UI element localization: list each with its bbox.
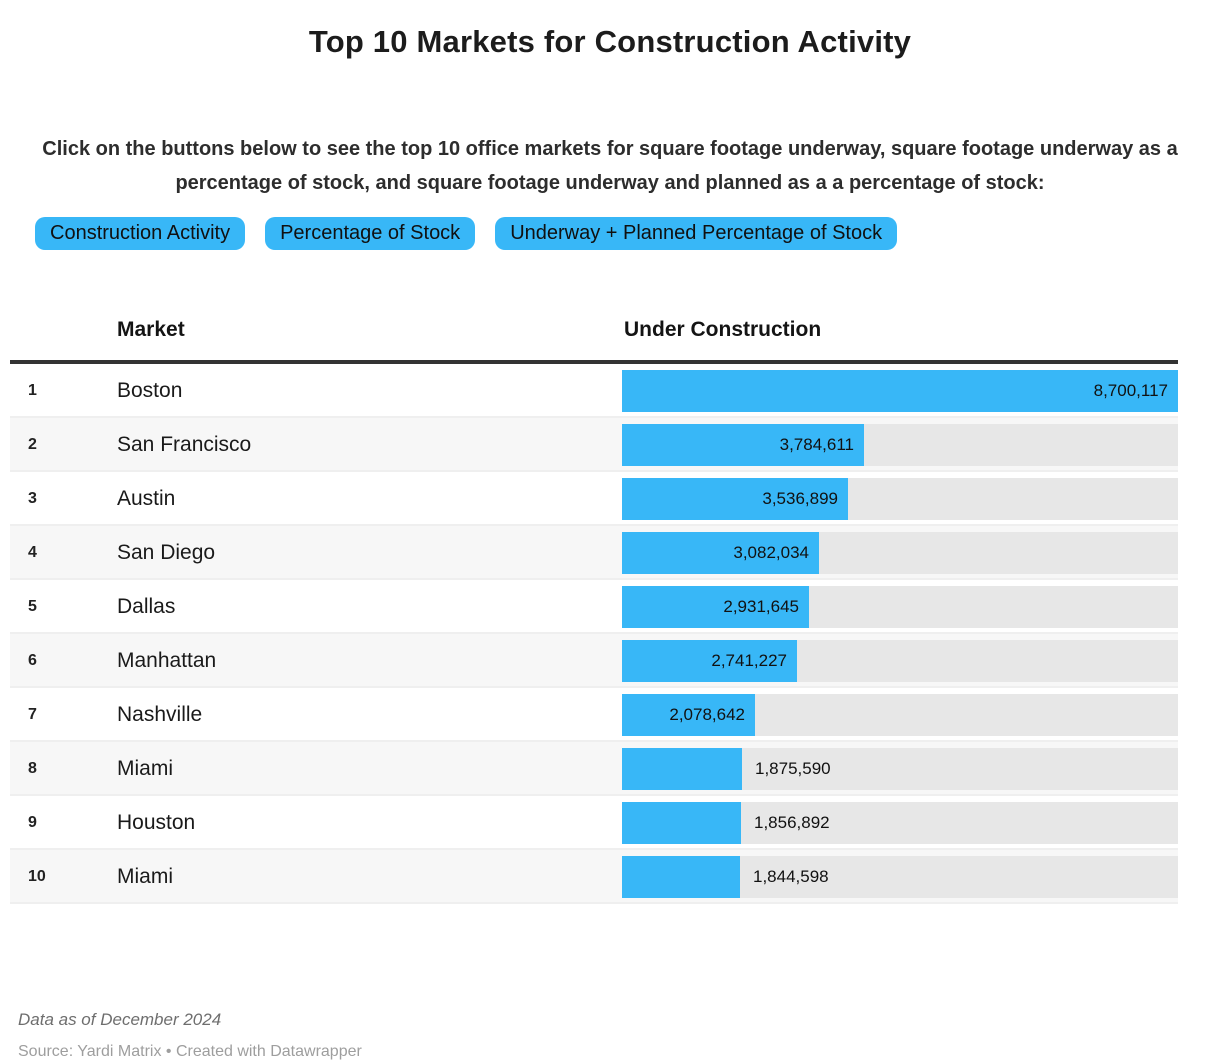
row-market-name: Boston: [117, 379, 183, 402]
row-market-name: San Diego: [117, 541, 216, 564]
table-row: 4 San Diego 3,082,034: [10, 526, 1178, 580]
table-row: 8 Miami 1,875,590: [10, 742, 1178, 796]
bar-track: 1,844,598: [622, 856, 1178, 898]
header-divider: [10, 360, 1178, 364]
bar-fill: [622, 802, 741, 844]
table-row: 5 Dallas 2,931,645: [10, 580, 1178, 634]
bar-track: 2,931,645: [622, 586, 1178, 628]
row-rank: 8: [28, 760, 37, 777]
bar-fill: [622, 478, 848, 520]
table-row: 9 Houston 1,856,892: [10, 796, 1178, 850]
page-title: Top 10 Markets for Construction Activity: [308, 24, 912, 59]
bar-fill: [622, 424, 864, 466]
chart-footer: Data as of December 2024 Source: Yardi M…: [18, 1010, 362, 1060]
bar-value-label: 3,082,034: [733, 543, 809, 562]
table-row: 3 Austin 3,536,899: [10, 472, 1178, 526]
row-market-name: Houston: [117, 811, 196, 834]
bar-fill: [622, 532, 819, 574]
row-rank: 3: [28, 490, 37, 507]
row-rank: 1: [28, 382, 37, 399]
bar-value-label: 2,741,227: [711, 651, 787, 670]
bar-fill: [622, 694, 755, 736]
bar-value-label: 1,875,590: [755, 759, 831, 778]
bar-track: 8,700,117: [622, 370, 1178, 412]
table-body: 1 Boston 8,700,117 2 San Francisco 3,784,611 3…: [10, 364, 1178, 904]
bar-fill: [622, 370, 1178, 412]
row-market-name: Austin: [117, 487, 176, 510]
button-percentage-of-stock[interactable]: Percentage of Stock: [265, 217, 476, 250]
bar-fill: [622, 856, 740, 898]
row-market-name: Miami: [117, 757, 173, 780]
row-market-name: San Francisco: [117, 433, 252, 456]
row-rank: 9: [28, 814, 37, 831]
row-market-name: Dallas: [117, 595, 176, 618]
column-header-under-construction: Under Construction: [624, 318, 822, 341]
bar-track: 2,741,227: [622, 640, 1178, 682]
chart-page: Top 10 Markets for Construction Activity…: [0, 24, 1220, 1060]
row-market-name: Manhattan: [117, 649, 217, 672]
bar-track: 1,875,590: [622, 748, 1178, 790]
markets-table: Market Under Construction 1 Boston 8,700,1…: [0, 318, 1220, 904]
bar-value-label: 8,700,117: [1093, 381, 1168, 400]
bar-fill: [622, 640, 797, 682]
intro-text: Click on the buttons below to see the to…: [42, 138, 1178, 194]
bar-track: 2,078,642: [622, 694, 1178, 736]
row-rank: 2: [28, 436, 37, 453]
table-row: 6 Manhattan 2,741,227: [10, 634, 1178, 688]
row-rank: 6: [28, 652, 37, 669]
bar-value-label: 2,931,645: [723, 597, 799, 616]
table-row: 2 San Francisco 3,784,611: [10, 418, 1178, 472]
column-header-market: Market: [117, 318, 185, 341]
table-row: 1 Boston 8,700,117: [10, 364, 1178, 418]
row-market-name: Nashville: [117, 703, 203, 726]
bar-value-label: 3,784,611: [779, 435, 854, 454]
row-market-name: Miami: [117, 865, 173, 888]
bar-track: 1,856,892: [622, 802, 1178, 844]
row-rank: 4: [28, 544, 37, 561]
data-note: Data as of December 2024: [18, 1010, 222, 1029]
bar-track: 3,536,899: [622, 478, 1178, 520]
button-underway-planned-percentage[interactable]: Underway + Planned Percentage of Stock: [495, 217, 898, 250]
button-construction-activity[interactable]: Construction Activity: [35, 217, 246, 250]
bar-fill: [622, 586, 809, 628]
table-header: Market Under Construction: [0, 318, 1220, 360]
bar-fill: [622, 748, 742, 790]
bar-value-label: 1,844,598: [753, 867, 829, 886]
table-row: 7 Nashville 2,078,642: [10, 688, 1178, 742]
bar-track: 3,082,034: [622, 532, 1178, 574]
bar-value-label: 3,536,899: [762, 489, 838, 508]
table-row: 10 Miami 1,844,598: [10, 850, 1178, 904]
row-rank: 5: [28, 598, 37, 615]
bar-track: 3,784,611: [622, 424, 1178, 466]
bar-value-label: 2,078,642: [669, 705, 745, 724]
row-rank: 7: [28, 706, 37, 723]
view-toggle-buttons: Construction Activity Percentage of Stoc…: [35, 217, 1220, 250]
source-line: Source: Yardi Matrix • Created with Data…: [18, 1043, 362, 1060]
row-rank: 10: [28, 868, 46, 885]
bar-value-label: 1,856,892: [754, 813, 830, 832]
